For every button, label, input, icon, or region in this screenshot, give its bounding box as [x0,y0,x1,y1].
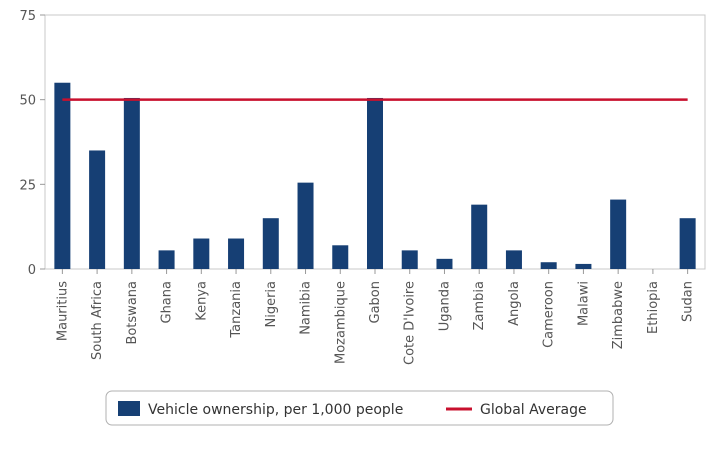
x-label-zambia: Zambia [472,281,487,330]
x-label-malawi: Malawi [576,281,591,326]
bar-zambia [471,204,488,269]
y-tick-label: 0 [28,263,36,278]
bar-mauritius [54,82,71,269]
bar-uganda [436,258,453,269]
legend: Vehicle ownership, per 1,000 people Glob… [105,390,614,426]
x-label-uganda: Uganda [437,281,452,331]
bar-mozambique [332,245,349,269]
bar-series [54,82,696,274]
x-label-mauritius: Mauritius [55,281,70,341]
x-label-south-africa: South Africa [90,281,105,360]
bar-ghana [158,250,175,269]
bar-zimbabwe [610,199,627,269]
x-label-kenya: Kenya [194,281,209,321]
bar-gabon [367,97,383,270]
x-label-mozambique: Mozambique [333,281,348,364]
y-tick-label: 50 [19,94,36,109]
x-axis: Mauritius South Africa Botswana Ghana Kenya T… [55,281,695,365]
x-label-nigeria: Nigeria [264,281,279,328]
bar-sudan [679,218,696,269]
bar-nigeria [262,218,279,269]
x-label-sudan: Sudan [681,281,696,322]
bar-botswana [123,97,140,270]
bar-namibia [297,182,314,269]
bar-tanzania [228,238,245,269]
x-label-angola: Angola [507,281,522,326]
legend-label-vehicle-ownership: Vehicle ownership, per 1,000 people [148,402,403,418]
y-tick-label: 75 [19,9,36,24]
bar-angola [505,250,522,269]
x-label-cameroon: Cameroon [542,281,557,348]
y-axis: 0 25 50 75 [19,9,45,278]
bar-south-africa [89,150,106,269]
bar-malawi [575,263,592,269]
x-label-cote-d-ivoire: Cote D'Ivoire [403,281,418,365]
x-label-tanzania: Tanzania [229,281,244,339]
x-label-ghana: Ghana [160,281,175,324]
legend-label-global-average: Global Average [480,402,587,418]
legend-box [105,390,614,426]
legend-bar-swatch [118,401,140,416]
y-tick-label: 25 [19,178,36,193]
x-label-botswana: Botswana [125,281,140,345]
x-label-zimbabwe: Zimbabwe [611,281,626,349]
bar-cameroon [540,262,557,269]
bar-cote-d-ivoire [401,250,418,269]
x-label-gabon: Gabon [368,281,383,324]
bar-kenya [193,238,210,269]
x-label-ethiopia: Ethiopia [646,281,661,334]
x-label-namibia: Namibia [299,281,314,335]
